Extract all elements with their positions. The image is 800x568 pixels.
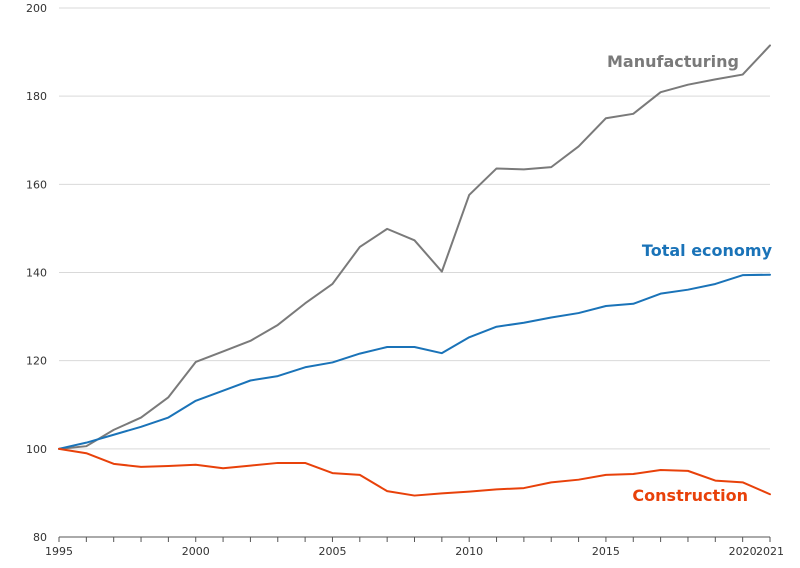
series-line-total-economy <box>58 273 771 450</box>
y-tick-label: 200 <box>26 2 47 15</box>
y-tick-label: 80 <box>33 531 47 544</box>
series-label-manufacturing: Manufacturing <box>607 52 739 71</box>
series-label-total-economy: Total economy <box>642 241 773 260</box>
series-line-construction <box>58 447 771 497</box>
x-tick-label: 1995 <box>45 545 73 558</box>
series-label-construction: Construction <box>632 486 748 505</box>
y-tick-label: 100 <box>26 443 47 456</box>
y-tick-label: 160 <box>26 178 47 191</box>
gridlines <box>59 7 770 450</box>
series-lines <box>58 44 771 497</box>
x-tick-label: 2021 <box>756 545 784 558</box>
y-axis-ticks: 80 100 120 140 160 180 200 <box>26 2 47 544</box>
x-tick-label: 2000 <box>182 545 210 558</box>
x-tick-label: 2020 <box>729 545 757 558</box>
x-axis-ticks: 1995 2000 2005 2010 2015 2020 2021 <box>45 537 784 558</box>
y-tick-label: 140 <box>26 267 47 280</box>
series-labels: Manufacturing Total economy Construction <box>607 52 773 505</box>
x-tick-label: 2005 <box>318 545 346 558</box>
y-tick-label: 120 <box>26 355 47 368</box>
x-tick-label: 2010 <box>455 545 483 558</box>
series-line-manufacturing <box>58 44 771 450</box>
y-tick-label: 180 <box>26 90 47 103</box>
x-tick-label: 2015 <box>592 545 620 558</box>
